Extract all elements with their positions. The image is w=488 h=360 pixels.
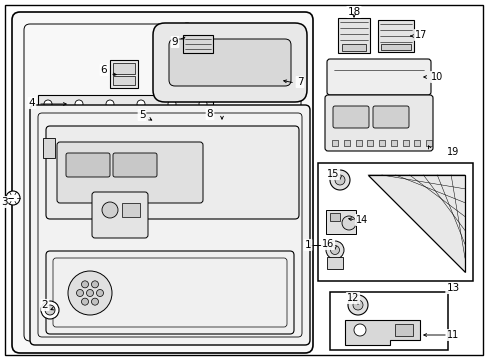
Circle shape <box>137 100 145 108</box>
Bar <box>343 140 349 146</box>
Bar <box>326 257 342 269</box>
Bar <box>337 18 369 53</box>
Bar <box>329 292 447 350</box>
Bar <box>325 210 355 234</box>
Circle shape <box>168 100 176 108</box>
Circle shape <box>102 202 118 218</box>
Bar <box>380 44 410 50</box>
Bar <box>110 60 138 88</box>
Circle shape <box>341 216 355 230</box>
Circle shape <box>325 241 343 259</box>
Text: 13: 13 <box>446 283 459 293</box>
Circle shape <box>347 295 367 315</box>
Circle shape <box>334 175 345 185</box>
Text: 8: 8 <box>206 109 213 119</box>
Bar <box>317 163 472 281</box>
Bar <box>148 115 176 135</box>
Text: 14: 14 <box>355 215 367 225</box>
Polygon shape <box>345 320 419 345</box>
Text: 10: 10 <box>430 72 442 82</box>
Text: 5: 5 <box>139 110 145 120</box>
FancyBboxPatch shape <box>153 23 306 102</box>
Polygon shape <box>367 175 464 272</box>
Text: 9: 9 <box>171 37 178 47</box>
FancyBboxPatch shape <box>332 106 368 128</box>
FancyBboxPatch shape <box>169 39 290 86</box>
FancyBboxPatch shape <box>326 59 430 95</box>
Bar <box>390 140 396 146</box>
Bar <box>152 126 163 133</box>
Circle shape <box>155 25 164 35</box>
Circle shape <box>106 100 114 108</box>
Circle shape <box>44 100 52 108</box>
Bar <box>329 213 339 221</box>
Bar <box>394 324 412 336</box>
FancyBboxPatch shape <box>372 106 408 128</box>
Bar <box>331 140 337 146</box>
Text: 2: 2 <box>41 300 48 310</box>
FancyBboxPatch shape <box>57 142 203 203</box>
Bar <box>183 35 213 53</box>
Circle shape <box>6 191 20 205</box>
Bar <box>113 63 135 74</box>
Text: 6: 6 <box>101 65 107 75</box>
Bar <box>366 140 372 146</box>
Text: 18: 18 <box>346 7 360 17</box>
Circle shape <box>199 100 206 108</box>
Circle shape <box>45 305 55 315</box>
Bar <box>425 140 431 146</box>
FancyBboxPatch shape <box>325 95 432 151</box>
Bar <box>43 138 55 158</box>
Circle shape <box>96 289 103 297</box>
Circle shape <box>216 114 227 126</box>
Text: 17: 17 <box>414 30 427 40</box>
Circle shape <box>180 23 194 37</box>
Bar <box>377 20 413 52</box>
Bar <box>38 95 213 113</box>
Text: 1: 1 <box>304 240 311 250</box>
Text: 12: 12 <box>346 293 359 303</box>
Text: 4: 4 <box>29 98 35 108</box>
Circle shape <box>81 281 88 288</box>
FancyBboxPatch shape <box>30 105 309 345</box>
Text: 3: 3 <box>0 197 7 207</box>
Circle shape <box>91 298 98 305</box>
Text: 15: 15 <box>326 169 339 179</box>
Bar <box>378 140 384 146</box>
Text: 19: 19 <box>446 147 458 157</box>
Circle shape <box>91 281 98 288</box>
Circle shape <box>183 27 190 33</box>
FancyBboxPatch shape <box>66 153 110 177</box>
Bar <box>341 44 365 51</box>
Circle shape <box>68 271 112 315</box>
FancyBboxPatch shape <box>92 192 148 238</box>
Bar <box>122 203 140 217</box>
Circle shape <box>329 170 349 190</box>
Text: 11: 11 <box>446 330 458 340</box>
FancyBboxPatch shape <box>12 12 312 353</box>
Circle shape <box>76 289 83 297</box>
Circle shape <box>75 100 83 108</box>
Bar <box>355 140 361 146</box>
Text: 7: 7 <box>296 77 303 87</box>
Circle shape <box>330 246 339 255</box>
Circle shape <box>352 300 362 310</box>
FancyBboxPatch shape <box>46 126 298 219</box>
Circle shape <box>81 298 88 305</box>
FancyBboxPatch shape <box>46 251 293 334</box>
Bar <box>402 140 407 146</box>
Circle shape <box>41 301 59 319</box>
Circle shape <box>219 117 224 123</box>
Text: 16: 16 <box>321 239 333 249</box>
FancyBboxPatch shape <box>113 153 157 177</box>
Bar <box>152 118 163 125</box>
Bar <box>413 140 419 146</box>
Circle shape <box>353 324 365 336</box>
Bar <box>113 76 135 85</box>
Circle shape <box>86 289 93 297</box>
